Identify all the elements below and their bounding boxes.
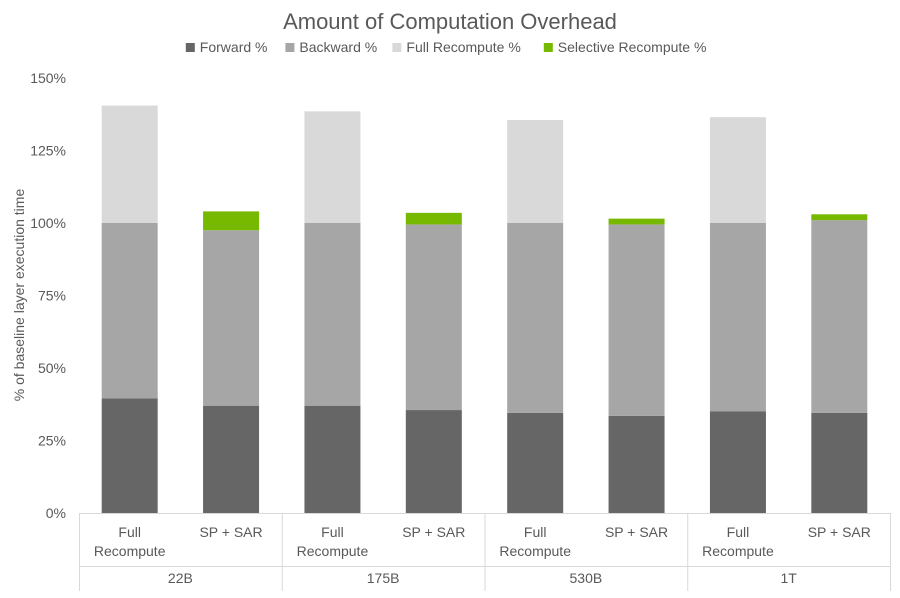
legend-swatch-forward bbox=[185, 43, 195, 52]
bar-segment-backward bbox=[101, 223, 158, 399]
bar-segment-backward bbox=[405, 224, 462, 411]
x-axis: Full Recompute SP + SAR Full Recompute SP + S… bbox=[79, 513, 891, 591]
y-axis-title: % of baseline layer execution time bbox=[11, 189, 27, 402]
bars bbox=[101, 105, 868, 513]
bar-segment-full-recompute bbox=[304, 111, 361, 223]
legend-item-selective-recompute: Selective Recompute % bbox=[543, 39, 707, 55]
group-label-1t: 1T bbox=[780, 570, 797, 586]
legend-item-forward: Forward % bbox=[185, 39, 268, 55]
legend-label-backward: Backward % bbox=[299, 39, 377, 55]
x-tick-label: SP + SAR bbox=[605, 524, 668, 540]
legend-swatch-backward bbox=[285, 43, 295, 52]
y-tick-label: 75% bbox=[38, 288, 66, 304]
bar-segment-forward bbox=[101, 398, 158, 513]
legend-item-backward: Backward % bbox=[285, 39, 377, 55]
bar-segment-selective-recompute bbox=[203, 211, 260, 231]
legend-label-selective-recompute: Selective Recompute % bbox=[558, 39, 707, 55]
y-tick-label: 150% bbox=[30, 70, 66, 86]
group-label-175b: 175B bbox=[367, 570, 400, 586]
x-tick-label: SP + SAR bbox=[402, 524, 465, 540]
bar-segment-backward bbox=[811, 220, 868, 413]
bar-segment-backward bbox=[709, 223, 766, 412]
x-tick-label: SP + SAR bbox=[808, 524, 871, 540]
legend-swatch-full-recompute bbox=[392, 43, 402, 52]
x-tick-label: Full Recompute bbox=[94, 524, 166, 559]
bar-segment-forward bbox=[811, 412, 868, 513]
y-tick-label: 0% bbox=[46, 505, 66, 521]
bar-segment-full-recompute bbox=[101, 105, 158, 223]
bar-segment-selective-recompute bbox=[608, 218, 665, 225]
bar-segment-backward bbox=[608, 224, 665, 416]
bar-segment-backward bbox=[507, 223, 564, 413]
bar-stack-530b-full-recompute bbox=[507, 120, 564, 513]
bar-stack-530b-sp-sar bbox=[608, 218, 665, 513]
x-tick-label: Full Recompute bbox=[297, 524, 369, 559]
bar-stack-22b-sp-sar bbox=[203, 211, 260, 513]
bar-segment-forward bbox=[304, 405, 361, 513]
bar-segment-selective-recompute bbox=[405, 212, 462, 225]
y-tick-label: 125% bbox=[30, 143, 66, 159]
bar-segment-full-recompute bbox=[507, 120, 564, 223]
y-tick-label: 25% bbox=[38, 433, 66, 449]
legend-item-full-recompute: Full Recompute % bbox=[392, 39, 521, 55]
legend-label-full-recompute: Full Recompute % bbox=[406, 39, 520, 55]
x-tick-label: Full Recompute bbox=[702, 524, 774, 559]
legend: Forward % Backward % Full Recompute % Selec… bbox=[185, 39, 707, 55]
legend-swatch-selective-recompute bbox=[543, 43, 553, 52]
chart-title: Amount of Computation Overhead bbox=[283, 9, 617, 34]
bar-segment-forward bbox=[203, 405, 260, 513]
bar-segment-forward bbox=[709, 411, 766, 513]
bar-stack-175b-full-recompute bbox=[304, 111, 361, 513]
bar-segment-full-recompute bbox=[709, 117, 766, 223]
group-label-530b: 530B bbox=[570, 570, 603, 586]
bar-segment-forward bbox=[507, 412, 564, 513]
y-tick-label: 100% bbox=[30, 215, 66, 231]
bar-stack-175b-sp-sar bbox=[405, 212, 462, 513]
bar-segment-forward bbox=[608, 415, 665, 513]
bar-segment-forward bbox=[405, 410, 462, 513]
bar-segment-backward bbox=[203, 230, 260, 406]
x-tick-label: Full Recompute bbox=[499, 524, 571, 559]
group-label-22b: 22B bbox=[168, 570, 193, 586]
x-tick-label: SP + SAR bbox=[199, 524, 262, 540]
legend-label-forward: Forward % bbox=[200, 39, 268, 55]
bar-stack-22b-full-recompute bbox=[101, 105, 158, 513]
bar-segment-backward bbox=[304, 223, 361, 406]
y-axis: 0% 25% 50% 75% 100% 125% 150% bbox=[30, 70, 66, 521]
bar-stack-1t-full-recompute bbox=[709, 117, 766, 513]
bar-stack-1t-sp-sar bbox=[811, 214, 868, 513]
y-tick-label: 50% bbox=[38, 360, 66, 376]
bar-segment-selective-recompute bbox=[811, 214, 868, 221]
